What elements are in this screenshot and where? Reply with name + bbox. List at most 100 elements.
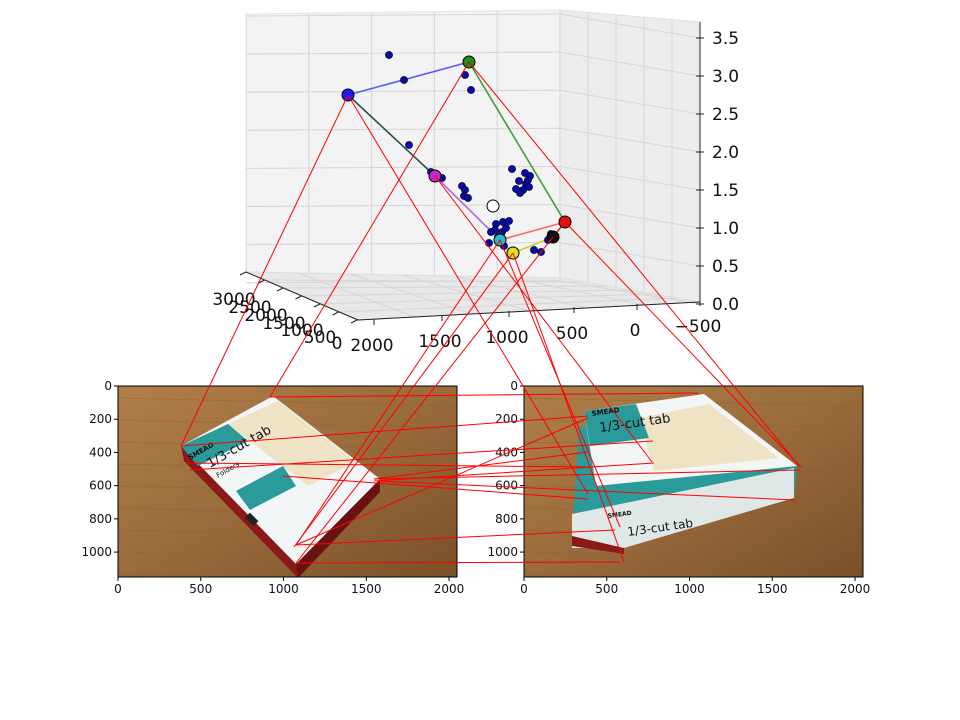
- x-tick-label: 500: [189, 582, 212, 596]
- match-line: [269, 61, 470, 398]
- match-line: [269, 392, 699, 398]
- z-tick-label: 0.0: [712, 295, 739, 315]
- plot-3d-feature-points: [385, 51, 555, 256]
- grid-line: [559, 51, 701, 77]
- x-tick-label: 1500: [351, 582, 382, 596]
- plot-3d-grid: [245, 10, 701, 318]
- x-tick-label: 1000: [485, 328, 528, 348]
- photo-brand-text-front: SMEAD: [607, 510, 632, 520]
- z-tick-label: 3.5: [712, 29, 739, 49]
- box-side: [572, 536, 624, 554]
- match-line: [189, 440, 654, 471]
- feature-point: [485, 239, 493, 247]
- y-tick-label: 0: [510, 379, 518, 393]
- grid-line: [559, 89, 701, 115]
- y-tick-label: 2500: [228, 298, 271, 318]
- match-line: [468, 61, 801, 468]
- x-tick-label: 2000: [434, 582, 465, 596]
- box-front-lower: [572, 468, 794, 548]
- y-tick-label: 1000: [280, 321, 323, 341]
- photo-frame: [117, 385, 458, 578]
- photo-frame: [523, 385, 864, 578]
- side-pane: [559, 9, 701, 303]
- edge-cyan-red: [499, 221, 566, 241]
- x-tick-label: 0: [520, 582, 528, 596]
- match-line: [347, 94, 589, 495]
- y-tick-mark: [295, 295, 302, 300]
- feature-point: [502, 224, 510, 232]
- y-tick-label: 0: [104, 379, 112, 393]
- feature-point: [508, 165, 516, 173]
- x-tick-label: 0: [114, 582, 122, 596]
- y-tick-label: 200: [495, 412, 518, 426]
- y-tick-label: 200: [89, 412, 112, 426]
- teal-band: [181, 424, 248, 466]
- grid-line: [402, 274, 530, 312]
- edge-blue-green: [347, 61, 470, 96]
- folder-paper: [639, 404, 779, 471]
- grid-line: [245, 89, 561, 93]
- y-tick-mark: [258, 279, 265, 284]
- match-line: [180, 94, 349, 447]
- y-tick-label: 3000: [212, 290, 255, 310]
- y-tick-label: 600: [495, 479, 518, 493]
- y-tick-label: 800: [89, 512, 112, 526]
- y-tick-label: 2000: [244, 306, 287, 326]
- y-axis-line: [245, 271, 359, 321]
- match-lines: [180, 61, 802, 564]
- grid-line: [559, 242, 701, 267]
- feature-point: [515, 177, 523, 185]
- plot-3d-edges: [347, 61, 566, 254]
- x-tick-label: −500: [675, 317, 722, 337]
- feature-point: [487, 228, 495, 236]
- z-tick-label: 2.5: [712, 105, 739, 125]
- grid-line: [559, 13, 701, 39]
- x-axis-line: [357, 301, 701, 321]
- feature-point: [405, 141, 413, 149]
- plot-3d-panes: [245, 9, 701, 321]
- grid-line: [350, 273, 473, 315]
- feature-point: [530, 246, 538, 254]
- grid-line: [455, 275, 587, 309]
- corner-point-white: [486, 199, 500, 213]
- match-line: [512, 252, 625, 563]
- feature-point: [464, 194, 472, 202]
- match-line: [293, 252, 514, 548]
- grid-line: [559, 280, 701, 305]
- feature-point: [512, 185, 520, 193]
- x-tick-label: 1000: [268, 582, 299, 596]
- wood-grain: [118, 573, 267, 577]
- match-line: [434, 175, 653, 463]
- teal-panel: [236, 466, 296, 510]
- y-tick-label: 0: [332, 334, 343, 354]
- y-tick-mark: [350, 319, 358, 324]
- grid-line: [245, 165, 561, 169]
- grid-line: [298, 272, 416, 318]
- grid-line: [245, 242, 561, 246]
- x-tick-label: 0: [630, 321, 641, 341]
- x-tick-label: 1500: [757, 582, 788, 596]
- feature-point: [467, 86, 475, 94]
- match-line: [180, 415, 589, 447]
- x-tick-label: 500: [556, 324, 588, 344]
- match-line: [373, 451, 589, 480]
- edge-blue-magenta: [347, 94, 436, 177]
- y-tick-label: 1500: [262, 314, 305, 334]
- grid-line: [559, 127, 701, 153]
- y-tick-label: 600: [89, 479, 112, 493]
- match-line: [377, 480, 796, 501]
- teal-band: [584, 404, 649, 446]
- grid-line: [245, 127, 561, 131]
- wood-grain: [524, 551, 863, 561]
- z-tick-label: 2.0: [712, 143, 739, 163]
- z-tick-label: 0.5: [712, 257, 739, 277]
- match-line: [186, 462, 589, 468]
- y-tick-mark: [239, 271, 247, 276]
- grid-line: [245, 13, 561, 17]
- y-tick-mark: [313, 303, 321, 308]
